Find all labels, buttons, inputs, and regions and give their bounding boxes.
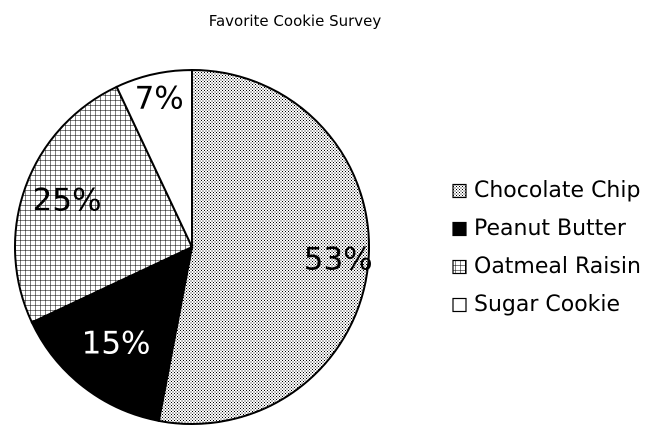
chart-title: Favorite Cookie Survey: [209, 12, 382, 30]
slice-label-chocolate-chip: 53%: [304, 241, 373, 277]
pie-slice-sugar-cookie: [115, 68, 193, 248]
legend-label-sugar-cookie: Sugar Cookie: [474, 292, 620, 317]
legend-swatch-sugar-cookie: [452, 297, 467, 313]
pie-slice-chocolate-chip: [157, 68, 370, 425]
pie-slice-labels: 53% 15% 25% 7%: [33, 81, 373, 362]
legend-label-chocolate-chip: Chocolate Chip: [474, 178, 640, 203]
legend: Chocolate Chip Peanut Butter Oatmeal Raisi…: [452, 178, 641, 317]
legend-swatch-peanut-butter: [452, 221, 467, 237]
slice-label-sugar-cookie: 7%: [135, 81, 184, 117]
legend-swatch-chocolate-chip: [452, 183, 467, 199]
slice-label-oatmeal-raisin: 25%: [33, 183, 102, 219]
legend-swatch-oatmeal-raisin: [452, 259, 467, 275]
pie-slices: [14, 68, 370, 425]
pie-slice-oatmeal-raisin: [14, 85, 194, 324]
slice-label-peanut-butter: 15%: [82, 325, 151, 361]
legend-label-oatmeal-raisin: Oatmeal Raisin: [474, 254, 641, 279]
legend-label-peanut-butter: Peanut Butter: [474, 216, 627, 241]
pie-slice-peanut-butter: [30, 245, 194, 423]
